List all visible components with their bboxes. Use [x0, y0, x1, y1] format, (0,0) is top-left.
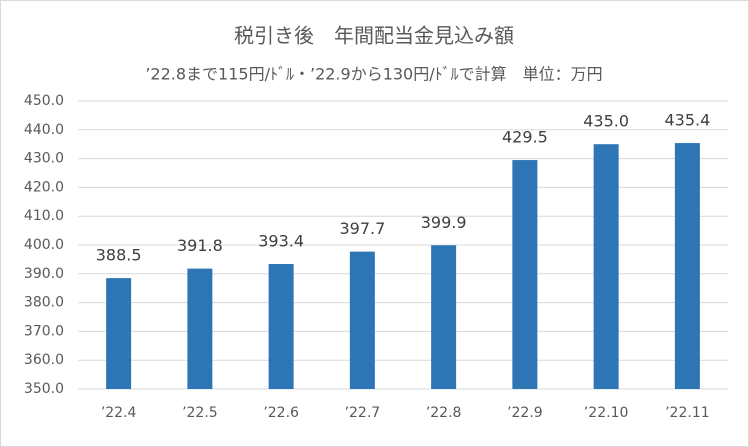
x-tick-label: ’22.9: [507, 405, 543, 421]
value-label: 429.5: [502, 128, 548, 147]
y-tick-label: 430.0: [24, 151, 64, 167]
y-tick-label: 410.0: [24, 208, 64, 224]
value-label: 399.9: [421, 213, 467, 232]
value-label: 435.4: [664, 111, 710, 130]
value-label: 397.7: [339, 219, 385, 238]
y-tick-label: 360.0: [24, 352, 64, 368]
y-tick-label: 380.0: [24, 295, 64, 311]
y-tick-label: 420.0: [24, 179, 64, 195]
bar: [187, 268, 213, 389]
bar: [349, 251, 375, 389]
value-label: 388.5: [96, 246, 142, 265]
y-tick-label: 350.0: [24, 381, 64, 397]
y-tick-label: 400.0: [24, 237, 64, 253]
x-tick-label: ’22.4: [101, 405, 137, 421]
x-tick-label: ’22.11: [665, 405, 710, 421]
x-tick-label: ’22.6: [263, 405, 299, 421]
bar: [431, 245, 457, 389]
value-label: 435.0: [583, 112, 629, 131]
bar: [593, 144, 619, 389]
y-tick-label: 370.0: [24, 323, 64, 339]
y-tick-label: 390.0: [24, 266, 64, 282]
bar: [512, 160, 538, 389]
value-label: 391.8: [177, 236, 223, 255]
chart-title: 税引き後 年間配当金見込み額: [234, 24, 514, 48]
x-tick-label: ’22.7: [345, 405, 381, 421]
y-tick-label: 440.0: [24, 122, 64, 138]
bar: [268, 264, 294, 389]
x-tick-label: ’22.8: [426, 405, 462, 421]
chart-subtitle: ’22.8まで115円/ﾄﾞﾙ・’22.9から130円/ﾄﾞﾙで計算 単位：万円: [145, 65, 602, 84]
x-tick-label: ’22.5: [182, 405, 218, 421]
bar: [106, 278, 132, 389]
bar: [674, 143, 700, 389]
y-tick-label: 450.0: [24, 93, 64, 109]
x-tick-label: ’22.10: [584, 405, 629, 421]
value-label: 393.4: [258, 232, 304, 251]
